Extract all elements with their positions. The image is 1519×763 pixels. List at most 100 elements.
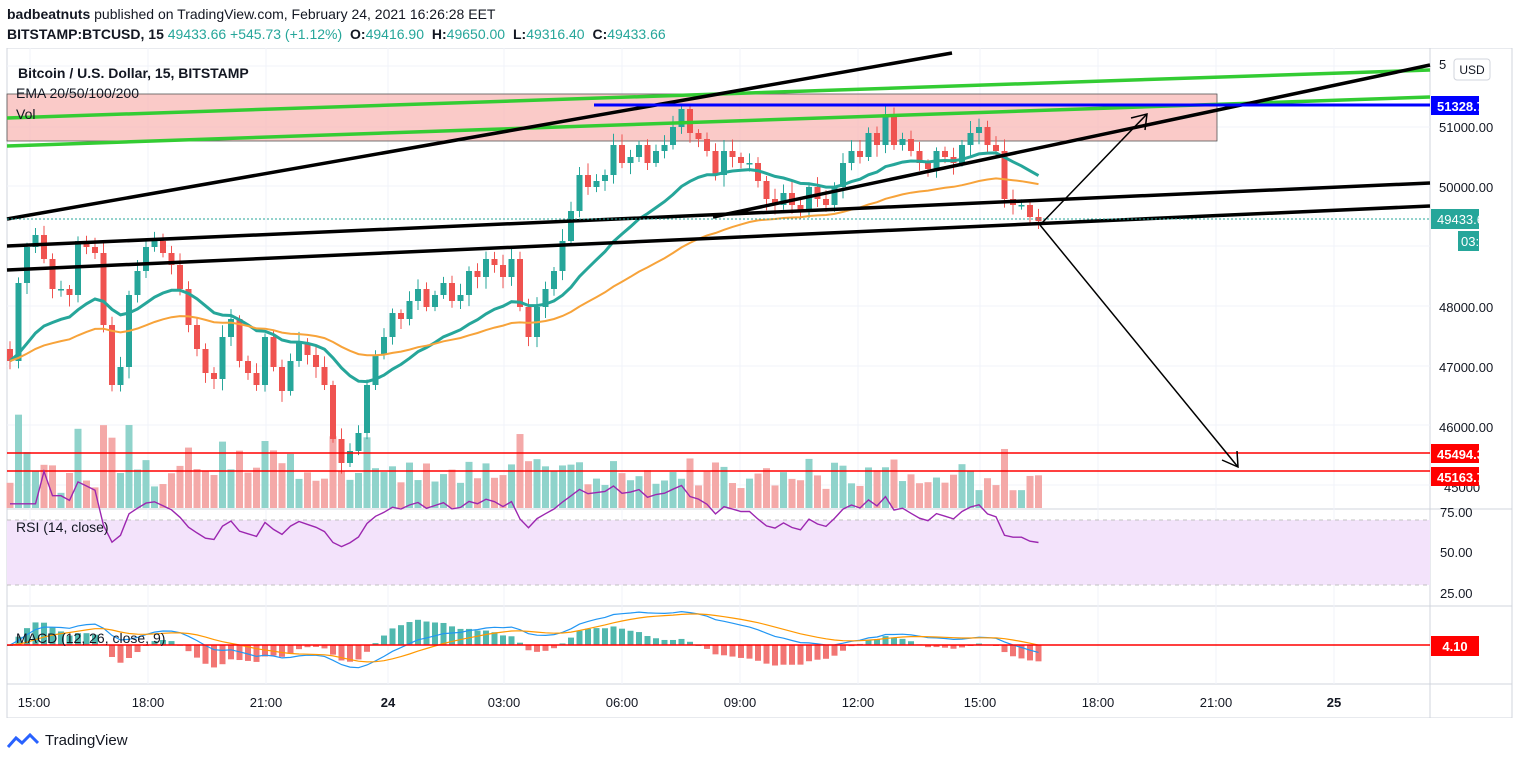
volume-bar: [338, 471, 345, 508]
tradingview-logo-icon: [7, 732, 39, 748]
macd-hist-bar: [449, 626, 455, 645]
trendline-lower[interactable]: [6, 204, 1431, 272]
candle-body: [1027, 205, 1033, 217]
volume-bar: [363, 437, 371, 508]
support-tag-2-text: 45163.76: [1437, 470, 1491, 485]
volume-bar: [372, 468, 379, 508]
volume-bar: [559, 465, 566, 508]
macd-hist-bar: [508, 636, 515, 645]
resistance-tag: [1431, 96, 1479, 115]
trendline-rising-wedge[interactable]: [712, 63, 1431, 219]
candle-body: [763, 181, 770, 199]
volume-bar: [6, 482, 14, 508]
macd-hist-bar: [279, 645, 285, 657]
price-tick-partial-top: 5: [1439, 57, 1446, 72]
macd-hist-bar: [24, 628, 30, 645]
macd-hist-bar: [763, 645, 770, 664]
candle-body: [542, 289, 549, 307]
chart-frame[interactable]: RSI (14, close) MACD (12, 26, close, 9) …: [0, 47, 1519, 719]
candle-body: [559, 241, 566, 271]
macd-hist-bar: [525, 645, 532, 651]
ema-20-line: [9, 151, 1040, 384]
trendline-upper-steep[interactable]: [6, 51, 953, 221]
resistance-zone[interactable]: [6, 93, 1218, 142]
candle-body: [984, 127, 991, 145]
projection-up-arrow[interactable]: [1039, 113, 1148, 226]
volume-bar: [848, 483, 855, 508]
macd-hist-bar: [134, 645, 141, 653]
volume-bar: [814, 475, 821, 508]
macd-hist-bar: [117, 645, 124, 663]
macd-hist-bar: [491, 632, 498, 645]
candle-body: [831, 187, 838, 205]
volume-bar: [1035, 475, 1042, 508]
arrowhead-up-icon: [1130, 113, 1148, 131]
volume-bars: [6, 414, 1042, 508]
volume-bar: [125, 425, 133, 508]
volume-bar: [652, 483, 660, 508]
volume-bar: [822, 488, 830, 508]
macd-hist-bar: [789, 645, 795, 665]
currency-label[interactable]: USD: [1459, 63, 1485, 77]
volume-bar: [916, 483, 923, 508]
candle-body: [772, 199, 778, 205]
volume-bar: [295, 478, 303, 508]
currency-badge[interactable]: [1453, 58, 1491, 81]
candle-body: [134, 271, 141, 295]
countdown-tag: [1458, 231, 1479, 251]
volume-bar: [66, 472, 73, 508]
macd-hist-bar: [287, 645, 294, 654]
candle-body: [296, 343, 302, 361]
projection-down-arrow[interactable]: [1039, 224, 1239, 468]
macd-hist-bar: [253, 645, 260, 662]
volume-bar: [482, 463, 490, 508]
price-chart[interactable]: RSI (14, close) MACD (12, 26, close, 9) …: [0, 47, 1519, 719]
candle-body: [279, 367, 285, 391]
volume-bar: [720, 466, 728, 508]
candle-body: [202, 349, 209, 373]
volume-bar: [176, 465, 184, 508]
low-value: 49316.40: [526, 26, 585, 42]
support-tag-1: [1431, 444, 1479, 463]
macd-hist-bar: [925, 645, 931, 648]
rsi-label: RSI (14, close): [16, 519, 109, 535]
candle-body: [653, 151, 659, 163]
volume-bar: [958, 464, 966, 508]
close-value: 49433.66: [607, 26, 666, 42]
volume-bar: [253, 467, 260, 508]
candle-body: [92, 247, 98, 253]
candle-body: [780, 193, 787, 205]
candle-body: [797, 205, 804, 211]
candle-body: [508, 259, 515, 277]
high-label: H:: [431, 26, 447, 42]
candle-body: [959, 145, 965, 163]
macd-signal-line: [9, 613, 1039, 663]
candle-body: [432, 295, 438, 307]
macd-hist-bar: [959, 645, 965, 648]
author-name[interactable]: badbeatnuts: [7, 6, 91, 22]
volume-bar: [15, 414, 22, 508]
volume-bar: [142, 460, 150, 508]
time-tick: 25: [1327, 695, 1341, 710]
volume-bar: [763, 468, 770, 508]
volume-bar: [865, 467, 872, 508]
price-tick: 50000.00: [1439, 180, 1493, 195]
time-tick: 09:00: [724, 695, 757, 710]
macd-hist-bar: [891, 637, 897, 645]
macd-hist-bar: [806, 645, 812, 662]
volume-bar: [389, 466, 396, 508]
macd-hist-bar: [602, 628, 608, 645]
macd-hist-bar: [304, 645, 311, 648]
trendline-mid[interactable]: [6, 181, 1431, 248]
macd-hist-bar: [712, 645, 719, 655]
volume-bar: [856, 485, 864, 508]
candle-body: [1035, 217, 1042, 222]
macd-hist-bar: [500, 635, 506, 645]
tradingview-footer[interactable]: TradingView: [7, 732, 128, 749]
candle-body: [457, 295, 464, 301]
price-axis-labels: 51000.00 50000.00 48000.00 47000.00 46000.00: [1439, 120, 1493, 435]
price-tick: 47000.00: [1439, 360, 1493, 375]
candle-body: [474, 271, 481, 277]
vol-legend: Vol: [16, 106, 35, 122]
volume-bar: [975, 490, 983, 508]
